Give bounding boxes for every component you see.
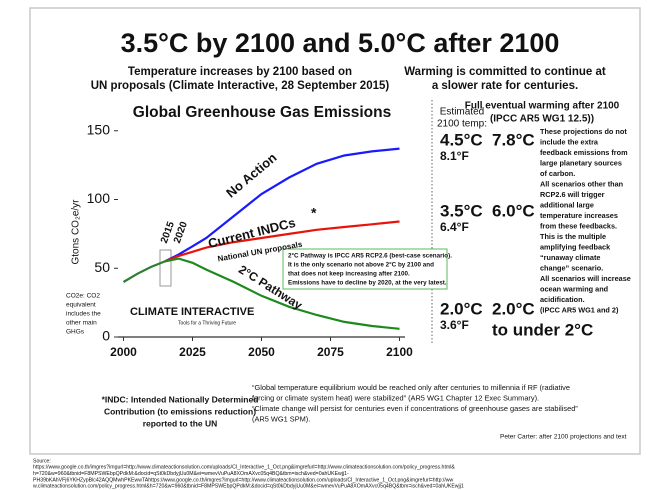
y-tick-label: 150: [87, 121, 111, 137]
co2e-note: equivalent: [66, 302, 96, 309]
y-tick-label: 0: [102, 328, 110, 344]
source: https://www.google.co.th/imgres?imgurl=h…: [33, 465, 455, 471]
side-note: change” scenario.: [540, 263, 603, 272]
source: Source:: [33, 458, 51, 464]
chart-title: Global Greenhouse Gas Emissions: [133, 104, 391, 121]
box-note: 2°C Pathway is IPCC AR5 RCP2.6 (best-cas…: [288, 252, 452, 260]
source: PH39bKAhVFj6YKHZypBlc42AQQMwhPKEwwTAhttp…: [33, 477, 454, 483]
eventual-header: Full eventual warming after 2100: [465, 101, 620, 112]
temp-2100: 8.1°F: [440, 149, 469, 163]
logo: INTERACTIVE: [181, 306, 254, 318]
side-note: acidification.: [540, 295, 585, 304]
temp-2100: 3.5°C: [440, 201, 483, 220]
year-box: [159, 249, 172, 287]
temp-eventual: to under 2°C: [492, 320, 593, 339]
box-note: Emissions have to decline by 2020, at th…: [288, 280, 447, 287]
quote: “Global temperature equilibrium would be…: [252, 383, 570, 392]
temp-header: Estimated: [440, 107, 484, 118]
side-note: These projections do not: [540, 127, 627, 136]
temp-2100: 2.0°C: [440, 299, 483, 318]
side-note: All scenarios will increase: [540, 274, 631, 283]
temp-eventual: 7.8°C: [492, 130, 535, 149]
co2e-note: GHGs: [66, 329, 85, 336]
quote: forcing or climate system heat) were sta…: [252, 393, 539, 402]
series-line: [164, 220, 400, 263]
subtitle: Temperature increases by 2100 based on: [128, 66, 352, 78]
side-note: additional large: [540, 200, 594, 209]
side-note: temperature increases: [540, 211, 618, 220]
side-note: from these feedbacks.: [540, 221, 617, 230]
side-note: large planetary sources: [540, 158, 622, 167]
x-tick-label: 2000: [110, 345, 137, 359]
side-note: of carbon.: [540, 169, 575, 178]
temp-header: 2100 temp:: [437, 119, 487, 130]
x-tick-label: 2050: [248, 345, 275, 359]
source: w.climateactionsolution.com/policy_progr…: [33, 484, 464, 490]
side-note: amplifying feedback: [540, 242, 611, 251]
footnote: reported to the UN: [143, 418, 218, 428]
x-tick-label: 2025: [179, 345, 206, 359]
co2e-note: other main: [66, 320, 97, 327]
co2e-note: CO2e: CO2: [66, 293, 100, 300]
side-note: “runaway climate: [540, 253, 600, 262]
quote: “Climate change will persist for centuri…: [252, 404, 578, 413]
y-axis-label: Gtons CO₂e/yr: [71, 199, 82, 265]
logo-tagline: Tools for a Thriving Future: [178, 320, 236, 326]
note-box: [282, 248, 448, 290]
x-tick-label: 2075: [317, 345, 344, 359]
y-tick-label: 100: [87, 190, 111, 206]
temp-2100: 4.5°C: [440, 130, 483, 149]
slide-frame: [29, 7, 641, 455]
quote: (AR5 WG1 SPM).: [252, 414, 310, 423]
series-line: [164, 147, 400, 263]
temp-eventual: 2.0°C: [492, 299, 535, 318]
side-note: ocean warming and: [540, 284, 608, 293]
subtitle: UN proposals (Climate Interactive, 28 Se…: [91, 80, 390, 92]
box-note: It is the only scenario not above 2°C by…: [288, 261, 434, 269]
footnote: Contribution (to emissions reduction): [104, 406, 256, 416]
subtitle: Warming is committed to continue at: [404, 66, 606, 78]
side-note: (IPCC AR5 WG1 and 2): [540, 305, 619, 314]
series-line: [164, 257, 400, 330]
temp-eventual: 6.0°C: [492, 201, 535, 220]
x-tick-label: 2100: [386, 345, 413, 359]
side-note: feedback emissions from: [540, 148, 628, 157]
eventual-header: (IPCC AR5 WG1 12.5)): [490, 114, 594, 125]
indc-star: *: [311, 205, 317, 221]
box-note: that does not keep increasing after 2100…: [288, 271, 410, 278]
side-note: All scenarios other than: [540, 179, 623, 188]
title: 3.5°C by 2100 and 5.0°C after 2100: [121, 28, 560, 58]
source: h=720&w=960&tbnid=F8MPSWEbpQPdkM:&docid=…: [33, 471, 349, 477]
y-tick-label: 50: [94, 259, 110, 275]
side-note: include the extra: [540, 137, 599, 146]
temp-2100: 3.6°F: [440, 318, 469, 332]
side-note: RCP2.6 will trigger: [540, 190, 605, 199]
subtitle: a slower rate for centuries.: [432, 80, 578, 92]
footnote: *INDC: Intended Nationally Determined: [102, 394, 259, 404]
temp-2100: 6.4°F: [440, 220, 469, 234]
logo: CLIMATE: [130, 306, 178, 318]
credit: Peter Carter: after 2100 projections and…: [500, 434, 627, 441]
co2e-note: includes the: [66, 311, 101, 318]
side-note: This is the multiple: [540, 232, 606, 241]
series-line: [122, 260, 166, 283]
